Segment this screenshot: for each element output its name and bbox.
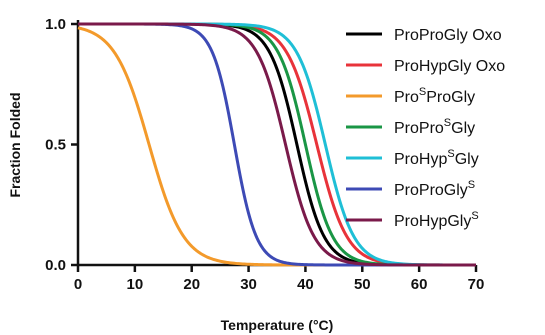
legend-label: ProSProGly — [394, 86, 475, 106]
series-line-6 — [77, 22, 477, 267]
x-tick-label: 60 — [411, 276, 428, 293]
axes: 0 10 20 30 40 50 60 70 0.0 0.5 1.0 — [45, 16, 484, 293]
legend-label: ProProSGly — [394, 117, 475, 137]
legend-label: ProProGly Oxo — [394, 27, 502, 44]
x-tick-label: 30 — [240, 276, 257, 293]
x-tick-label: 70 — [468, 276, 485, 293]
x-tick-label: 40 — [297, 276, 314, 293]
curves — [77, 22, 477, 267]
x-tick-label: 50 — [354, 276, 371, 293]
legend: ProProGly Oxo ProHypGly Oxo ProSProGly ProP… — [346, 27, 505, 230]
x-axis-title: Temperature (°C) — [221, 317, 334, 333]
legend-label: ProHypGlyS — [394, 210, 479, 230]
y-tick-label: 0.0 — [45, 257, 66, 274]
legend-label: ProHypGly Oxo — [394, 58, 505, 75]
y-axis-title: Fraction Folded — [7, 93, 23, 198]
x-tick-label: 20 — [183, 276, 200, 293]
y-tick-label: 0.5 — [45, 137, 66, 154]
x-tick-label: 0 — [74, 276, 82, 293]
legend-label: ProHypSGly — [394, 148, 479, 168]
x-tick-label: 10 — [127, 276, 144, 293]
y-tick-label: 1.0 — [45, 16, 66, 33]
legend-label: ProProGlyS — [394, 179, 475, 199]
